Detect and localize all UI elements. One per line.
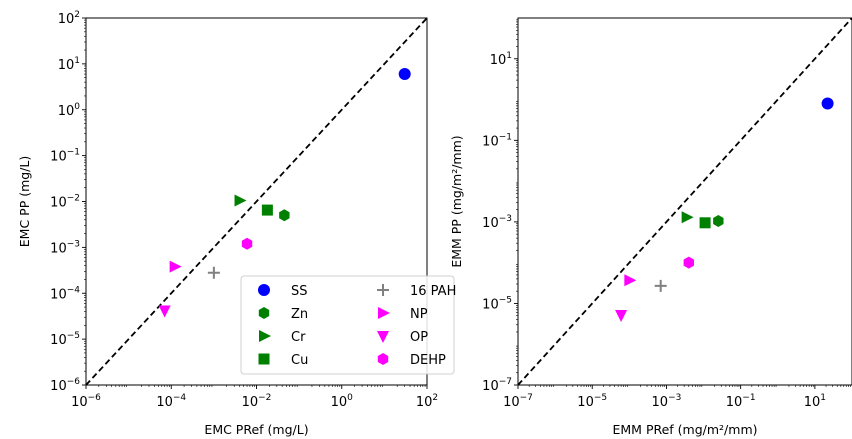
point-op	[158, 305, 171, 318]
axes-frame	[85, 17, 428, 386]
y-tick-label: 10−4	[50, 285, 80, 302]
legend-label-cu: Cu	[291, 353, 308, 368]
x-tick-label: 10−4	[156, 393, 186, 410]
y-tick-label: 101	[58, 56, 80, 73]
y-tick-label: 10−2	[50, 194, 80, 211]
one-to-one-line	[86, 18, 427, 385]
y-tick-label: 10−7	[482, 377, 512, 394]
y-axis-label: EMM PP (mg/m²/mm)	[449, 135, 464, 267]
point-16-pah	[654, 279, 667, 292]
point-dehp	[241, 237, 253, 250]
data-points	[158, 68, 411, 318]
x-tick-label: 10−1	[726, 393, 756, 410]
legend-marker-16-pah	[377, 284, 389, 296]
one-to-one-line	[518, 18, 852, 385]
y-axis-label: EMC PP (mg/L)	[17, 156, 32, 247]
point-cu	[699, 217, 711, 229]
legend-label-op: OP	[410, 330, 428, 345]
point-zn	[279, 209, 290, 222]
x-axis-label: EMC PRef (mg/L)	[204, 422, 308, 437]
y-tick-label: 10−1	[482, 132, 512, 149]
legend-label-16-pah: 16 PAH	[410, 284, 456, 299]
y-tick-label: 10−5	[50, 331, 80, 348]
point-zn	[713, 215, 724, 228]
x-tick-label: 102	[416, 393, 438, 410]
legend-marker-np	[378, 307, 390, 319]
y-tick-label: 10−3	[50, 239, 80, 256]
point-ss	[398, 68, 411, 81]
legend-label-cr: Cr	[291, 330, 306, 345]
y-tick-label: 10−6	[50, 377, 80, 394]
point-ss	[821, 97, 834, 110]
chart-2: 10−7 10−5 10−3 10−1 101 10−7 10−5 10−3 10−1 101 EM…	[449, 17, 852, 437]
point-cu	[261, 204, 273, 216]
x-tick-label: 10−5	[577, 393, 607, 410]
legend-marker-zn	[258, 307, 270, 319]
legend-marker-dehp	[377, 353, 389, 365]
axes-frame	[517, 17, 852, 386]
point-np	[169, 260, 182, 273]
x-tick-label: 10−3	[652, 393, 682, 410]
legend-marker-cr	[259, 330, 271, 342]
point-cr	[234, 194, 247, 207]
y-tick-label: 102	[58, 10, 80, 27]
point-dehp	[683, 256, 694, 269]
point-op	[615, 310, 628, 323]
chart-1: 10−6 10−4 10−2 100 102 10−6 10−5 10−4 10−3 10−2 10…	[17, 10, 438, 437]
y-tick-label: 101	[490, 51, 512, 68]
legend-label-ss: SS	[291, 284, 308, 299]
y-tick-label: 10−5	[482, 295, 512, 312]
legend-marker-ss	[258, 284, 270, 296]
data-points	[615, 97, 834, 323]
legend-label-zn: Zn	[291, 307, 308, 322]
legend-marker-cu	[258, 353, 270, 365]
x-axis-label: EMM PRef (mg/m²/mm)	[613, 422, 758, 437]
legend-label-dehp: DEHP	[410, 353, 446, 368]
x-tick-label: 101	[804, 393, 826, 410]
legend-marker-op	[377, 331, 389, 343]
x-tick-label: 100	[331, 393, 354, 410]
legend: SS Zn Cr Cu 16 PAH NP OP DEHP	[240, 275, 456, 375]
point-16-pah	[207, 266, 220, 279]
y-tick-label: 10−1	[50, 148, 80, 165]
point-cr	[681, 211, 694, 224]
x-tick-label: 10−2	[242, 393, 272, 410]
y-tick-label: 100	[58, 102, 81, 119]
x-tick-label: 10−6	[71, 393, 101, 410]
y-tick-label: 10−3	[482, 214, 512, 231]
legend-label-np: NP	[410, 307, 428, 322]
x-tick-label: 10−7	[503, 393, 533, 410]
point-np	[624, 274, 637, 287]
